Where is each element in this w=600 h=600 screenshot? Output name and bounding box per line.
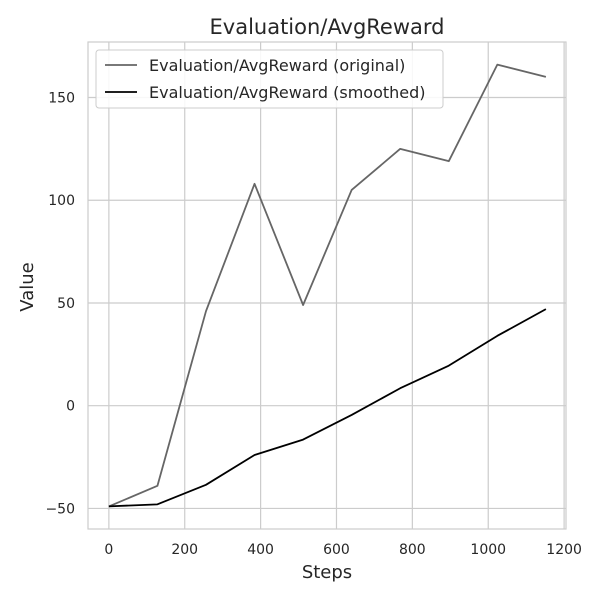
series-line-smoothed [108, 308, 547, 508]
legend-box [95, 49, 444, 109]
legend-label: Evaluation/AvgReward (original) [149, 56, 405, 75]
grid [88, 42, 566, 529]
y-tick-label: 100 [48, 193, 75, 209]
x-axis-title: Steps [302, 562, 352, 583]
y-tick-label: 0 [66, 399, 75, 415]
legend: Evaluation/AvgReward (original) Evaluatio… [95, 49, 444, 109]
x-tick-label: 1200 [546, 542, 582, 558]
x-tick-label: 400 [247, 542, 274, 558]
x-tick-label: 600 [323, 542, 350, 558]
legend-label: Evaluation/AvgReward (smoothed) [149, 83, 426, 102]
chart-title: Evaluation/AvgReward [210, 15, 445, 39]
plot-frame [87, 41, 567, 530]
y-tick-label: 50 [57, 296, 75, 312]
y-tick-labels: −50 0 50 100 150 [45, 90, 75, 517]
x-tick-label: 200 [171, 542, 198, 558]
y-axis-title: Value [17, 262, 38, 311]
x-tick-label: 1000 [470, 542, 506, 558]
x-tick-label: 800 [399, 542, 426, 558]
x-tick-labels: 0 200 400 600 800 1000 1200 [104, 542, 582, 558]
x-tick-label: 0 [104, 542, 113, 558]
series-layer [108, 63, 547, 508]
y-tick-label: 150 [48, 90, 75, 106]
series-line-original [108, 63, 547, 508]
y-tick-label: −50 [45, 501, 75, 517]
